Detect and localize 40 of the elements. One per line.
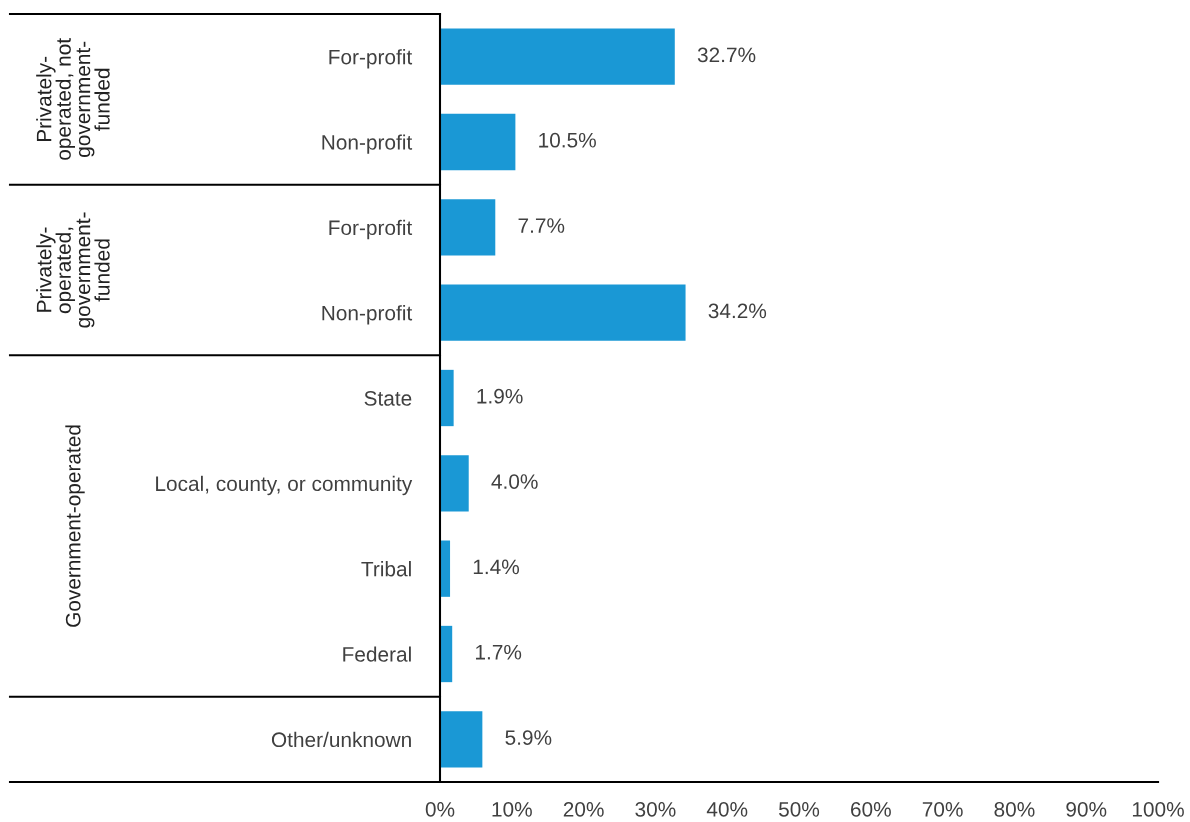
data-label: 32.7% xyxy=(697,47,756,63)
x-tick-label: 60% xyxy=(851,801,891,817)
data-label: 7.7% xyxy=(518,218,565,233)
data-label: 1.7% xyxy=(476,644,522,660)
x-tick-label: 100% xyxy=(1132,801,1184,817)
bar xyxy=(440,284,686,341)
data-label: 1.9% xyxy=(477,388,523,404)
x-tick-label: 0% xyxy=(425,801,455,817)
x-tick-label: 20% xyxy=(563,801,604,817)
bar xyxy=(440,369,454,427)
y-tick-label: For-profit xyxy=(329,219,413,240)
data-label: 34.2% xyxy=(708,303,767,319)
y-tick-label: Local, county, or community xyxy=(156,475,413,496)
y-tick-label: Other/unknown xyxy=(271,731,411,748)
y-tick-label: Non-profit xyxy=(322,134,413,154)
bar xyxy=(440,625,453,683)
x-tick-label: 80% xyxy=(994,801,1035,817)
y-tick-label: For-profit xyxy=(329,49,413,69)
data-label: 1.4% xyxy=(473,559,520,575)
data-label: 10.5% xyxy=(539,132,596,148)
text: Government-operated xyxy=(65,425,85,627)
data-label: 5.9% xyxy=(505,730,552,745)
x-tick-label: 10% xyxy=(492,801,532,817)
y-tick-label: Tribal xyxy=(361,561,411,577)
text: Privately-operated, government-funded xyxy=(36,212,110,328)
x-tick-label: 30% xyxy=(635,801,676,817)
bar xyxy=(440,711,483,768)
x-tick-label: 40% xyxy=(706,801,748,817)
x-tick-label: 70% xyxy=(922,801,963,817)
text: Privately-operated, not government-funded xyxy=(36,38,110,160)
data-label: 4.0% xyxy=(491,474,538,489)
bar xyxy=(440,199,496,256)
bar xyxy=(440,28,675,85)
bar xyxy=(440,455,469,512)
y-tick-label: State xyxy=(364,391,412,406)
y-tick-label: Non-profit xyxy=(322,305,413,325)
x-tick-label: 90% xyxy=(1066,801,1107,817)
bar xyxy=(440,113,516,171)
x-tick-label: 50% xyxy=(778,801,820,817)
y-tick-label: Federal xyxy=(343,646,411,662)
